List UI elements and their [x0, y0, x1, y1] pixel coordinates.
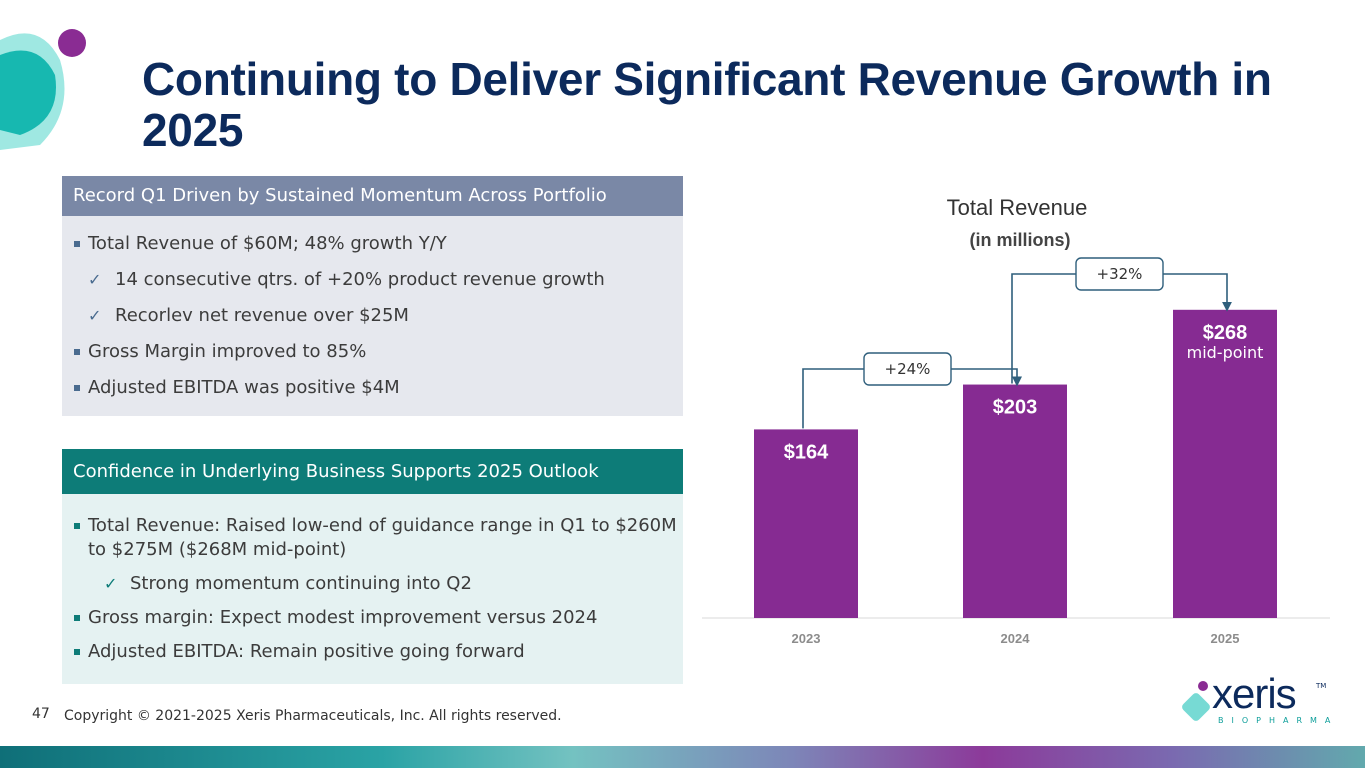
list-item-text: Adjusted EBITDA: Remain positive going f… [88, 641, 525, 662]
growth-label-box [863, 352, 952, 386]
list-item-text: Recorlev net revenue over $25M [115, 305, 409, 326]
page-title: Continuing to Deliver Significant Revenu… [142, 53, 1272, 156]
bar-value-label: $203 [993, 397, 1038, 419]
list-item-text: 14 consecutive qtrs. of +20% product rev… [115, 269, 605, 290]
bar-2025 [1173, 309, 1277, 618]
bar-2024 [963, 384, 1067, 618]
check-icon: ✓ [104, 574, 118, 593]
list-item: Total Revenue: Raised low-end of guidanc… [62, 514, 683, 562]
list-item-text: Total Revenue of $60M; 48% growth Y/Y [88, 233, 447, 254]
list-item: ✓ 14 consecutive qtrs. of +20% product re… [62, 268, 683, 292]
bar-2023 [754, 429, 858, 618]
logo-wordmark: xeris [1212, 670, 1297, 717]
list-item: Gross Margin improved to 85% [62, 340, 683, 364]
q1-results-list: Total Revenue of $60M; 48% growth Y/Y ✓ 1… [62, 232, 683, 412]
outlook-list: Total Revenue: Raised low-end of guidanc… [62, 514, 683, 674]
q1-results-header: Record Q1 Driven by Sustained Momentum A… [62, 176, 683, 216]
list-item: Adjusted EBITDA: Remain positive going f… [62, 640, 683, 664]
footer-gradient-bar [0, 746, 1365, 768]
list-item-text: Gross margin: Expect modest improvement … [88, 607, 598, 628]
list-item: Total Revenue of $60M; 48% growth Y/Y [62, 232, 683, 256]
list-item: Adjusted EBITDA was positive $4M [62, 376, 683, 400]
list-item-text: Gross Margin improved to 85% [88, 341, 367, 362]
list-item: ✓ Strong momentum continuing into Q2 [62, 572, 683, 596]
page-number: 47 [32, 706, 50, 722]
bar-value-note: mid-point [1187, 343, 1264, 362]
revenue-chart: Total Revenue (in millions) $164 2023 $203… [702, 195, 1330, 646]
logo-mark-icon [1182, 681, 1210, 721]
purple-dot [58, 29, 86, 57]
q1-results-panel: Record Q1 Driven by Sustained Momentum A… [62, 176, 683, 416]
check-icon: ✓ [88, 270, 102, 289]
x-tick-label: 2025 [1211, 631, 1240, 646]
logo-subtitle: BIOPHARMA [1218, 716, 1339, 725]
bar-value-label: $164 [784, 441, 829, 463]
teal-shape-front [0, 50, 56, 135]
company-logo: xeris TM BIOPHARMA [1176, 670, 1330, 728]
list-item: Gross margin: Expect modest improvement … [62, 606, 683, 630]
growth-label: +32% [1097, 265, 1143, 283]
list-item: ✓ Recorlev net revenue over $25M [62, 304, 683, 328]
logo-trademark: TM [1316, 682, 1327, 690]
bar-value-label: $268 [1203, 322, 1248, 344]
list-item-text: Adjusted EBITDA was positive $4M [88, 377, 400, 398]
list-item-text: Strong momentum continuing into Q2 [130, 573, 472, 594]
decorative-shapes [0, 29, 86, 151]
growth-label: +24% [885, 360, 931, 378]
x-tick-label: 2023 [792, 631, 821, 646]
list-item-text: Total Revenue: Raised low-end of guidanc… [88, 515, 677, 560]
chart-title: Total Revenue [947, 195, 1088, 220]
copyright-text: Copyright © 2021-2025 Xeris Pharmaceutic… [64, 708, 562, 724]
chart-subtitle: (in millions) [970, 230, 1071, 250]
outlook-panel: Confidence in Underlying Business Suppor… [62, 449, 683, 684]
outlook-header: Confidence in Underlying Business Suppor… [62, 449, 683, 494]
check-icon: ✓ [88, 306, 102, 325]
x-tick-label: 2024 [1001, 631, 1031, 646]
growth-label-box [1075, 257, 1164, 291]
